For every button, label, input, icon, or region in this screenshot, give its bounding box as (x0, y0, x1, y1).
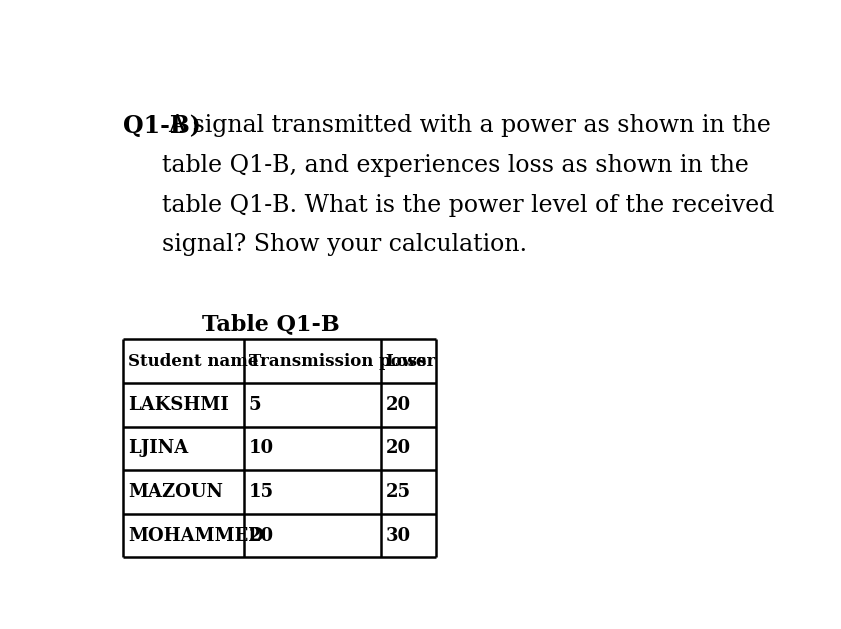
Text: 20: 20 (249, 526, 273, 545)
Text: LAKSHMI: LAKSHMI (128, 396, 229, 414)
Text: 5: 5 (249, 396, 262, 414)
Text: Student name: Student name (128, 353, 258, 370)
Text: 10: 10 (249, 440, 273, 457)
Text: 15: 15 (249, 483, 273, 501)
Text: 30: 30 (385, 526, 410, 545)
Text: Transmission power: Transmission power (249, 353, 435, 370)
Text: 20: 20 (385, 440, 410, 457)
Text: MOHAMMED: MOHAMMED (128, 526, 264, 545)
Text: table Q1-B. What is the power level of the received: table Q1-B. What is the power level of t… (162, 194, 775, 216)
Text: signal? Show your calculation.: signal? Show your calculation. (162, 233, 527, 257)
Text: LJINA: LJINA (128, 440, 188, 457)
Text: MAZOUN: MAZOUN (128, 483, 223, 501)
Text: A signal transmitted with a power as shown in the: A signal transmitted with a power as sho… (167, 114, 770, 137)
Text: 25: 25 (385, 483, 410, 501)
Text: table Q1-B, and experiences loss as shown in the: table Q1-B, and experiences loss as show… (162, 154, 749, 177)
Text: 20: 20 (385, 396, 410, 414)
Text: Q1-B): Q1-B) (124, 114, 201, 138)
Text: Table Q1-B: Table Q1-B (203, 313, 341, 335)
Text: Loss: Loss (385, 353, 426, 370)
